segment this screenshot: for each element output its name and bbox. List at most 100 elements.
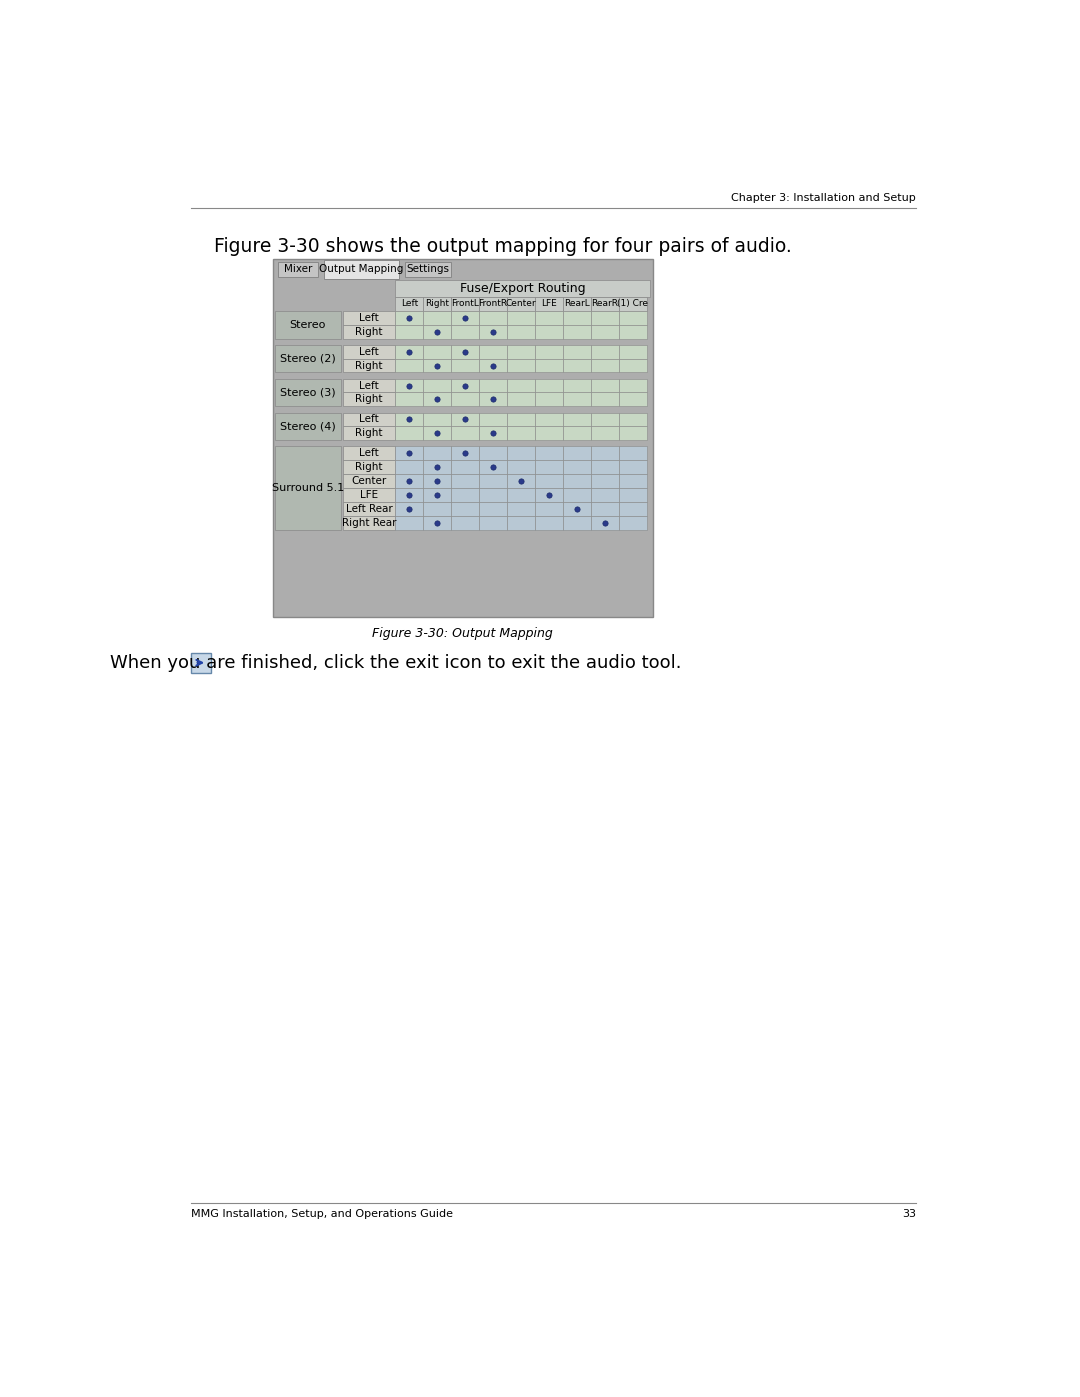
Bar: [423, 426, 451, 440]
Bar: [480, 426, 507, 440]
Bar: [563, 298, 591, 312]
Bar: [507, 488, 535, 502]
Text: Left: Left: [360, 380, 379, 391]
Bar: [423, 345, 451, 359]
Bar: [480, 474, 507, 488]
Bar: [507, 298, 535, 312]
Bar: [535, 426, 563, 440]
Text: Stereo (2): Stereo (2): [280, 353, 336, 363]
Bar: [395, 279, 649, 298]
Bar: [395, 502, 423, 515]
Text: Left: Left: [360, 313, 379, 323]
Bar: [535, 488, 563, 502]
Bar: [395, 393, 423, 407]
Bar: [395, 345, 423, 359]
Bar: [507, 447, 535, 460]
Text: Output Mapping: Output Mapping: [319, 264, 404, 274]
Bar: [619, 502, 647, 515]
Bar: [591, 393, 619, 407]
Bar: [342, 379, 395, 393]
Bar: [619, 324, 647, 338]
Bar: [451, 488, 480, 502]
Text: Stereo: Stereo: [289, 320, 326, 330]
Bar: [563, 345, 591, 359]
Text: Right: Right: [426, 299, 449, 309]
Bar: [342, 312, 395, 324]
Bar: [342, 345, 395, 359]
Text: MMG Installation, Setup, and Operations Guide: MMG Installation, Setup, and Operations …: [191, 1208, 453, 1220]
Bar: [342, 426, 395, 440]
Text: RearL: RearL: [564, 299, 590, 309]
Bar: [619, 488, 647, 502]
Bar: [395, 298, 423, 312]
Bar: [395, 312, 423, 324]
Bar: [451, 474, 480, 488]
Bar: [480, 379, 507, 393]
Bar: [342, 474, 395, 488]
Bar: [507, 345, 535, 359]
Bar: [619, 460, 647, 474]
Bar: [507, 460, 535, 474]
Bar: [535, 502, 563, 515]
Text: Right: Right: [355, 394, 382, 404]
Text: Right: Right: [355, 462, 382, 472]
Bar: [507, 324, 535, 338]
Text: Fuse/Export Routing: Fuse/Export Routing: [460, 282, 585, 295]
Text: Mixer: Mixer: [284, 264, 312, 274]
Bar: [395, 412, 423, 426]
Text: Left: Left: [360, 415, 379, 425]
Text: Left Rear: Left Rear: [346, 504, 392, 514]
Bar: [342, 488, 395, 502]
Bar: [342, 324, 395, 338]
Bar: [563, 324, 591, 338]
Bar: [451, 312, 480, 324]
Bar: [535, 474, 563, 488]
Bar: [274, 345, 341, 373]
Text: Figure 3-30: Output Mapping: Figure 3-30: Output Mapping: [373, 627, 553, 640]
Text: Right: Right: [355, 360, 382, 370]
Bar: [619, 426, 647, 440]
Bar: [395, 447, 423, 460]
Bar: [591, 324, 619, 338]
Text: (1) Cre: (1) Cre: [617, 299, 648, 309]
Text: Right: Right: [355, 327, 382, 337]
Bar: [535, 359, 563, 373]
Bar: [395, 515, 423, 529]
Bar: [535, 460, 563, 474]
Bar: [591, 379, 619, 393]
Text: FrontL: FrontL: [451, 299, 480, 309]
Bar: [423, 379, 451, 393]
Bar: [591, 488, 619, 502]
Bar: [451, 412, 480, 426]
Text: Center: Center: [351, 476, 387, 486]
Text: LFE: LFE: [541, 299, 556, 309]
Bar: [191, 652, 211, 673]
Bar: [535, 345, 563, 359]
Bar: [507, 474, 535, 488]
Bar: [507, 359, 535, 373]
Bar: [423, 515, 451, 529]
Bar: [591, 502, 619, 515]
Bar: [591, 412, 619, 426]
Bar: [451, 460, 480, 474]
Bar: [405, 261, 451, 277]
Bar: [535, 515, 563, 529]
Bar: [563, 393, 591, 407]
Bar: [619, 345, 647, 359]
Bar: [423, 298, 451, 312]
Bar: [535, 298, 563, 312]
Bar: [563, 412, 591, 426]
Bar: [591, 359, 619, 373]
Bar: [480, 488, 507, 502]
Bar: [278, 261, 318, 277]
Bar: [342, 393, 395, 407]
Bar: [619, 447, 647, 460]
Bar: [619, 474, 647, 488]
Text: Right Rear: Right Rear: [341, 518, 396, 528]
Bar: [563, 426, 591, 440]
Bar: [535, 447, 563, 460]
Bar: [591, 312, 619, 324]
Bar: [480, 324, 507, 338]
Text: Left: Left: [401, 299, 418, 309]
Text: FrontR: FrontR: [478, 299, 508, 309]
